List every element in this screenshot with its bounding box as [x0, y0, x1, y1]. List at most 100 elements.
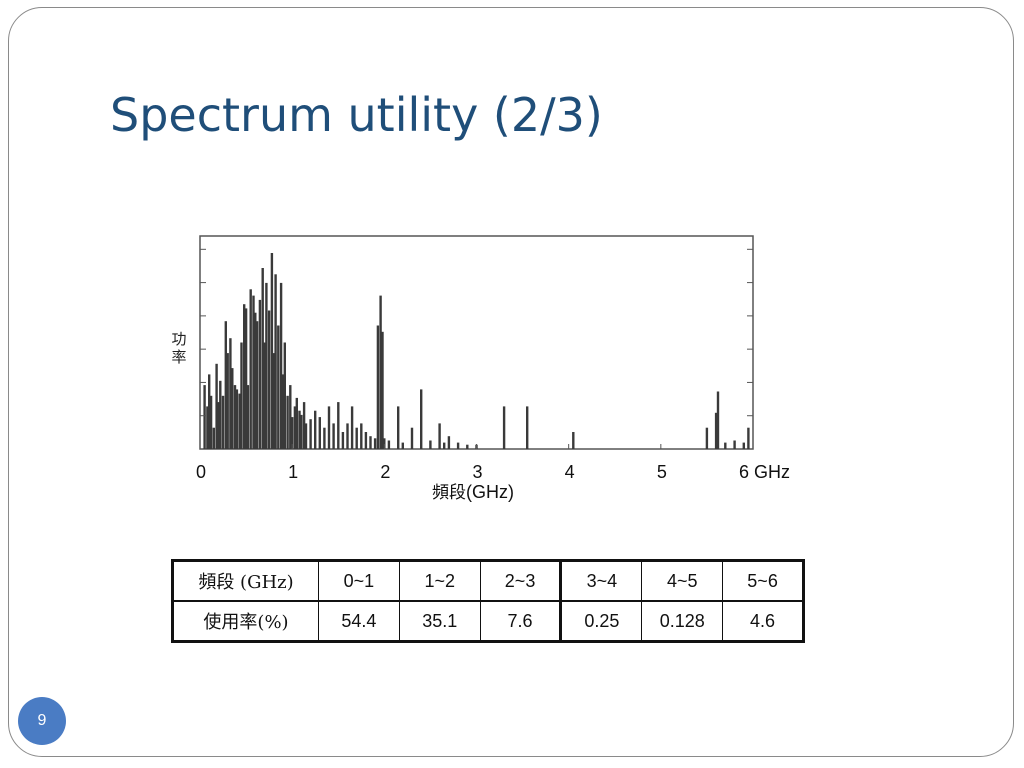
table-row: 使用率(%) 54.4 35.1 7.6 0.25 0.128 4.6: [172, 600, 804, 642]
chart-bar: [466, 444, 469, 449]
chart-bar: [747, 427, 750, 449]
x-tick-label: 6 GHz: [739, 462, 790, 482]
chart-bar: [369, 436, 372, 449]
chart-bar: [733, 440, 736, 449]
chart-bar: [381, 331, 384, 449]
chart-bar: [401, 442, 404, 449]
chart-bar: [261, 268, 264, 449]
chart-bar: [270, 253, 274, 449]
chart-bar: [447, 436, 451, 449]
chart-bar: [429, 440, 432, 449]
chart-bar: [300, 414, 303, 449]
chart-bar: [279, 282, 283, 449]
chart-bar: [254, 312, 257, 449]
table-cell: 4~5: [641, 560, 724, 602]
chart-bar: [716, 391, 720, 449]
chart-bar: [231, 368, 234, 449]
chart-bar: [341, 432, 345, 449]
x-tick-label: 1: [288, 462, 298, 482]
chart-bar: [360, 423, 363, 449]
chart-bar: [318, 417, 321, 449]
chart-bar: [221, 395, 225, 450]
chart-bar: [283, 342, 286, 449]
chart-bar: [246, 385, 250, 449]
y-ticks: [200, 248, 753, 417]
chart-bar: [350, 406, 354, 449]
table-cell: 2~3: [479, 560, 562, 602]
chart-bar: [289, 385, 292, 449]
table-cell: 0~1: [318, 560, 400, 602]
chart-bar: [226, 353, 229, 449]
slide-title: Spectrum utility (2/3): [110, 88, 603, 142]
table-cell: 0.128: [641, 600, 724, 642]
x-tick-label: 3: [473, 462, 483, 482]
x-tick-label: 5: [657, 462, 667, 482]
chart-bar: [705, 427, 709, 449]
chart-bars: [203, 253, 750, 450]
chart-bar: [327, 406, 331, 449]
chart-bar: [265, 282, 268, 449]
table-row: 頻段 (GHz) 0~1 1~2 2~3 3~4 4~5 5~6: [172, 560, 804, 602]
chart-bar: [420, 389, 423, 449]
chart-bar: [410, 427, 414, 449]
chart-bar: [249, 289, 252, 450]
usage-table: 頻段 (GHz) 0~1 1~2 2~3 3~4 4~5 5~6 使用率(%) …: [171, 559, 805, 643]
chart-bar: [337, 402, 340, 449]
table-cell: 4.6: [722, 600, 804, 642]
chart-bar: [332, 423, 335, 449]
chart-bar: [714, 412, 718, 449]
chart-bar: [443, 442, 446, 449]
x-tick-label: 4: [565, 462, 575, 482]
chart-bar: [346, 423, 349, 449]
chart-bar: [286, 395, 289, 450]
chart-bar: [302, 402, 306, 449]
chart-bar: [387, 440, 391, 449]
y-axis-label: 功率: [171, 330, 187, 366]
table-header-usage: 使用率(%): [172, 600, 319, 642]
chart-bar: [209, 395, 213, 450]
chart-bar: [438, 423, 441, 449]
chart-bar: [456, 442, 460, 449]
table-cell: 7.6: [479, 600, 562, 642]
table-cell: 0.25: [559, 600, 643, 642]
chart-bar: [272, 353, 275, 449]
x-tick-label: 2: [380, 462, 390, 482]
chart-bar: [526, 406, 529, 449]
chart-bar: [263, 342, 266, 449]
chart-bar: [364, 432, 368, 449]
chart-bar: [291, 417, 294, 449]
chart-bar: [243, 304, 246, 449]
chart-bar: [724, 442, 727, 449]
chart-bar: [323, 427, 326, 449]
x-axis-label: 頻段(GHz): [432, 478, 514, 503]
x-axis-label-cn: 頻段: [432, 483, 466, 503]
x-tick-label: 0: [196, 462, 206, 482]
chart-bar: [742, 442, 745, 449]
chart-bar: [281, 374, 285, 449]
chart-bar: [229, 338, 232, 449]
chart-bar: [233, 385, 237, 449]
chart-bar: [238, 393, 241, 449]
page-number-badge: 9: [18, 697, 66, 745]
chart-bar: [224, 321, 227, 449]
chart-bar: [252, 295, 255, 449]
chart-bar: [298, 410, 301, 449]
spectrum-chart: 0 1 2 3 4 5 6 GHz 功率 頻段(GHz): [160, 225, 820, 515]
chart-bar: [379, 295, 382, 449]
chart-bar: [212, 427, 215, 449]
chart-bar: [244, 308, 248, 449]
table-cell: 1~2: [398, 560, 481, 602]
chart-bar: [258, 299, 262, 449]
table-cell: 3~4: [559, 560, 643, 602]
chart-bar: [309, 419, 312, 449]
table-cell: 5~6: [722, 560, 804, 602]
chart-bar: [304, 423, 308, 449]
chart-bar: [314, 410, 317, 449]
x-axis-label-unit: (GHz): [466, 482, 514, 502]
table-cell: 35.1: [398, 600, 481, 642]
chart-bar: [383, 438, 386, 449]
chart-bar: [274, 274, 277, 449]
chart-bar: [215, 363, 218, 449]
chart-bar: [235, 389, 239, 449]
chart-bar: [219, 380, 222, 449]
